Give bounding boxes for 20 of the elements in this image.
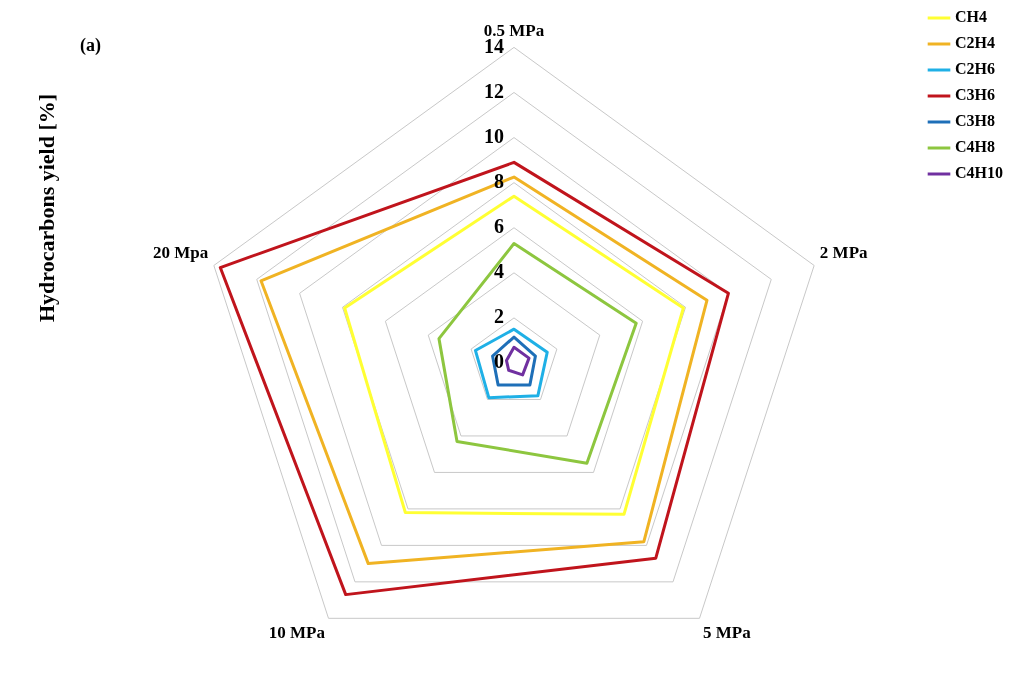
legend-label: C3H8 — [955, 112, 995, 130]
text: Hydrocarbons yield [%] — [33, 93, 59, 323]
y-tick-label: 10 — [484, 124, 504, 147]
legend-label: C3H6 — [955, 86, 995, 104]
y-tick-label: 12 — [484, 79, 504, 102]
legend-label: C2H6 — [955, 60, 995, 78]
legend-label: C4H8 — [955, 138, 995, 156]
y-tick-label: 4 — [494, 260, 504, 282]
y-tick-label: 0 — [494, 350, 504, 373]
legend-label: CH4 — [955, 8, 987, 26]
legend-label: C4H10 — [955, 164, 1003, 182]
legend-label: C2H4 — [955, 34, 995, 52]
y-tick-label: 6 — [494, 214, 504, 237]
text: (a) — [80, 34, 101, 56]
spoke-label: 2 MPa — [819, 242, 869, 262]
spoke-label: 10 MPa — [268, 622, 326, 642]
y-tick-label: 2 — [494, 305, 504, 328]
spoke-label: 0.5 MPa — [483, 20, 545, 40]
spoke-label: 20 Mpa — [152, 242, 209, 262]
spoke-label: 5 MPa — [703, 622, 752, 642]
